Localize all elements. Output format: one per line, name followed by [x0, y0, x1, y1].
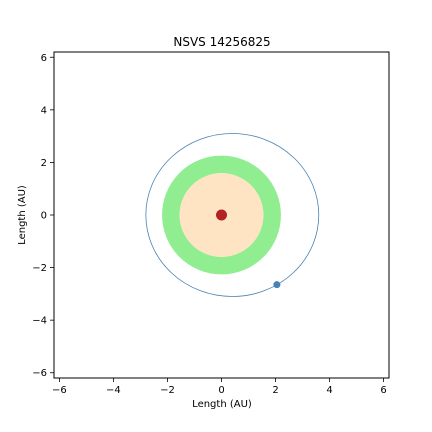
- x-tick-label: 6: [380, 385, 386, 396]
- star-marker: [216, 209, 227, 221]
- x-tick-label: 0: [218, 385, 224, 396]
- y-tick-label: −4: [32, 316, 47, 327]
- x-tick-label: −4: [106, 385, 121, 396]
- habitable-zone: [162, 155, 281, 275]
- chart-title: NSVS 14256825: [173, 35, 270, 49]
- x-axis-label: Length (AU): [192, 399, 252, 410]
- y-tick-label: 2: [41, 158, 47, 169]
- y-tick-label: 0: [41, 211, 47, 222]
- planet-orbit: [145, 133, 320, 297]
- y-tick-label: −6: [32, 368, 47, 379]
- x-tick-label: −6: [52, 385, 67, 396]
- x-tick-label: −2: [160, 385, 175, 396]
- x-tick-label: 2: [272, 385, 278, 396]
- x-tick-label: 4: [326, 385, 332, 396]
- y-tick-label: 4: [41, 105, 47, 116]
- y-tick-label: 6: [41, 53, 47, 64]
- planet-marker: [273, 281, 281, 289]
- y-tick-label: −2: [32, 263, 47, 274]
- y-axis-label: Length (AU): [17, 185, 28, 245]
